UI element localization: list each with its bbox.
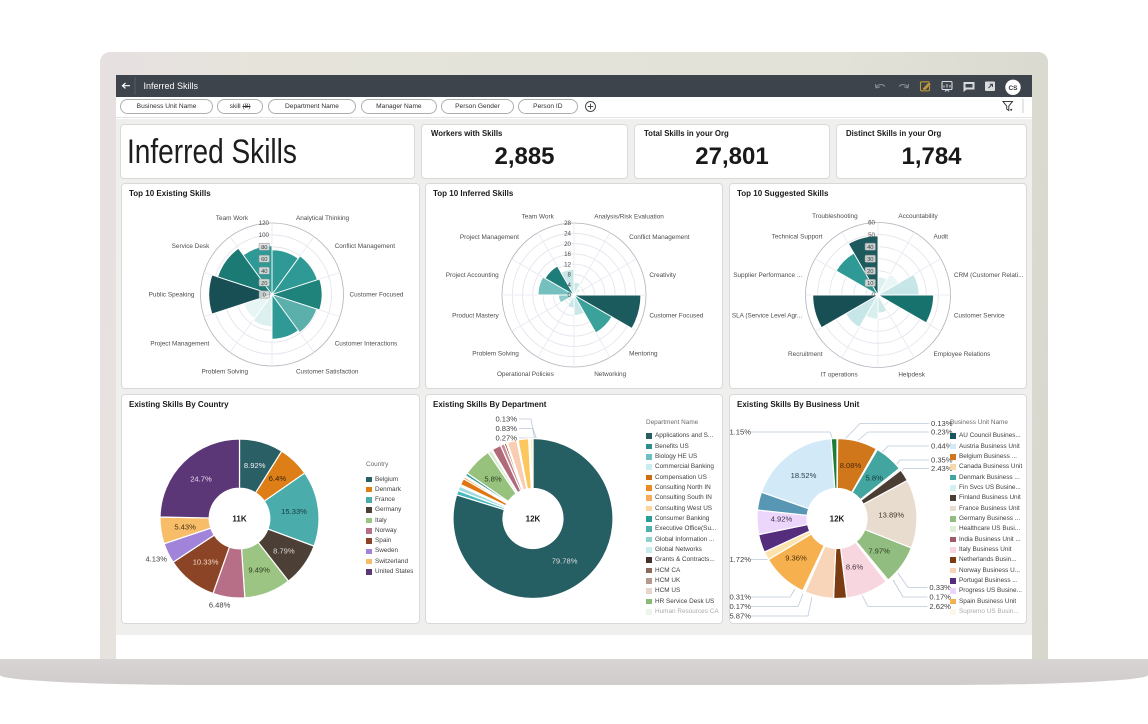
svg-text:0.17%: 0.17% — [729, 602, 751, 611]
svg-text:Technical Support: Technical Support — [772, 233, 823, 240]
svg-text:28: 28 — [564, 220, 571, 227]
svg-text:30: 30 — [867, 257, 873, 263]
svg-text:15.33%: 15.33% — [281, 507, 307, 516]
svg-text:40: 40 — [867, 245, 873, 251]
svg-text:IT operations: IT operations — [820, 371, 857, 378]
svg-text:80: 80 — [261, 245, 267, 251]
svg-text:5.43%: 5.43% — [174, 522, 196, 531]
svg-text:24.7%: 24.7% — [190, 475, 212, 484]
svg-text:Conflict Management: Conflict Management — [629, 234, 690, 241]
svg-text:20: 20 — [867, 269, 873, 275]
svg-text:Recruitment: Recruitment — [788, 351, 823, 358]
svg-text:6.4%: 6.4% — [269, 474, 287, 483]
svg-text:4.92%: 4.92% — [771, 515, 793, 524]
svg-text:Service Desk: Service Desk — [172, 243, 210, 250]
svg-text:Customer Service: Customer Service — [954, 313, 1005, 320]
svg-text:Networking: Networking — [594, 371, 626, 378]
svg-text:0.27%: 0.27% — [495, 434, 517, 443]
svg-text:Analytical Thinking: Analytical Thinking — [296, 215, 350, 222]
svg-text:2.62%: 2.62% — [929, 602, 951, 611]
svg-text:0.31%: 0.31% — [729, 593, 751, 602]
svg-text:8.08%: 8.08% — [840, 461, 862, 470]
svg-text:Product Mastery: Product Mastery — [452, 312, 499, 319]
svg-text:79.78%: 79.78% — [552, 557, 578, 566]
svg-text:12K: 12K — [526, 514, 541, 523]
svg-text:9.36%: 9.36% — [785, 554, 807, 563]
svg-text:Creativity: Creativity — [649, 272, 676, 279]
svg-text:Employee Relations: Employee Relations — [934, 351, 991, 358]
svg-text:Customer Focused: Customer Focused — [350, 292, 404, 299]
svg-text:Customer Focused: Customer Focused — [649, 312, 703, 319]
svg-text:18.52%: 18.52% — [791, 471, 817, 480]
svg-text:Inferred Skills: Inferred Skills — [144, 81, 199, 91]
svg-text:7.97%: 7.97% — [868, 547, 890, 556]
svg-text:60: 60 — [261, 257, 267, 263]
svg-text:Helpdesk: Helpdesk — [898, 371, 925, 378]
svg-text:50: 50 — [868, 232, 875, 239]
svg-text:2.43%: 2.43% — [931, 464, 953, 473]
svg-text:Accountability: Accountability — [898, 213, 938, 220]
svg-text:9.49%: 9.49% — [248, 565, 270, 574]
svg-text:1.15%: 1.15% — [729, 428, 751, 437]
svg-text:0.35%: 0.35% — [931, 456, 953, 465]
svg-text:Supplier Performance ...: Supplier Performance ... — [733, 272, 802, 279]
svg-text:8.6%: 8.6% — [846, 563, 864, 572]
svg-text:5.8%: 5.8% — [484, 475, 502, 484]
svg-text:6.48%: 6.48% — [209, 601, 231, 610]
svg-text:10.33%: 10.33% — [193, 557, 219, 566]
svg-text:8: 8 — [568, 272, 572, 279]
svg-text:0: 0 — [263, 293, 266, 299]
svg-text:0.83%: 0.83% — [495, 424, 517, 433]
svg-text:60: 60 — [868, 220, 875, 227]
svg-text:Audit: Audit — [934, 233, 949, 240]
svg-text:CS: CS — [1008, 85, 1018, 92]
svg-text:SLA (Service Level Agr...: SLA (Service Level Agr... — [732, 313, 803, 320]
svg-text:CRM (Customer Relati...: CRM (Customer Relati... — [954, 272, 1024, 279]
svg-text:Public Speaking: Public Speaking — [149, 292, 195, 299]
svg-text:5.87%: 5.87% — [729, 612, 751, 621]
svg-text:Conflict Management: Conflict Management — [335, 243, 396, 250]
svg-text:Problem Solving: Problem Solving — [202, 369, 249, 376]
svg-text:8.92%: 8.92% — [244, 461, 266, 470]
svg-text:4: 4 — [568, 282, 572, 289]
svg-text:Troubleshooting: Troubleshooting — [812, 213, 858, 220]
svg-text:13.89%: 13.89% — [878, 511, 904, 520]
svg-text:0.13%: 0.13% — [931, 419, 953, 428]
svg-text:Team Work: Team Work — [522, 214, 555, 221]
svg-text:Analysis/Risk Evaluation: Analysis/Risk Evaluation — [594, 214, 664, 221]
svg-text:16: 16 — [564, 251, 571, 258]
svg-text:0: 0 — [568, 292, 572, 299]
svg-text:Operational Policies: Operational Policies — [497, 371, 554, 378]
svg-text:120: 120 — [259, 220, 270, 227]
svg-text:0: 0 — [872, 292, 876, 299]
svg-text:20: 20 — [564, 241, 571, 248]
svg-text:0.44%: 0.44% — [931, 442, 953, 451]
svg-text:Customer Satisfaction: Customer Satisfaction — [296, 369, 359, 376]
svg-text:0.33%: 0.33% — [929, 583, 951, 592]
svg-text:Project Accounting: Project Accounting — [446, 272, 499, 279]
svg-text:40: 40 — [261, 269, 267, 275]
svg-text:100: 100 — [259, 232, 270, 239]
svg-text:Problem Solving: Problem Solving — [472, 351, 519, 358]
svg-text:Customer Interactions: Customer Interactions — [335, 341, 398, 348]
svg-text:11K: 11K — [232, 514, 246, 523]
svg-text:Team Work: Team Work — [216, 215, 249, 222]
svg-text:24: 24 — [564, 230, 571, 237]
svg-text:4.13%: 4.13% — [145, 555, 167, 564]
svg-text:0.17%: 0.17% — [929, 593, 951, 602]
svg-text:5.8%: 5.8% — [866, 474, 884, 483]
svg-text:1.72%: 1.72% — [729, 555, 751, 564]
svg-text:20: 20 — [261, 281, 267, 287]
svg-text:Project Management: Project Management — [460, 234, 519, 241]
svg-text:Project Management: Project Management — [150, 341, 209, 348]
svg-text:0.13%: 0.13% — [495, 415, 517, 424]
svg-text:8.79%: 8.79% — [273, 546, 295, 555]
svg-text:Mentoring: Mentoring — [629, 351, 658, 358]
svg-text:0.23%: 0.23% — [931, 428, 953, 437]
svg-text:10: 10 — [867, 281, 873, 287]
svg-text:12: 12 — [564, 261, 571, 268]
svg-text:12K: 12K — [830, 514, 845, 523]
